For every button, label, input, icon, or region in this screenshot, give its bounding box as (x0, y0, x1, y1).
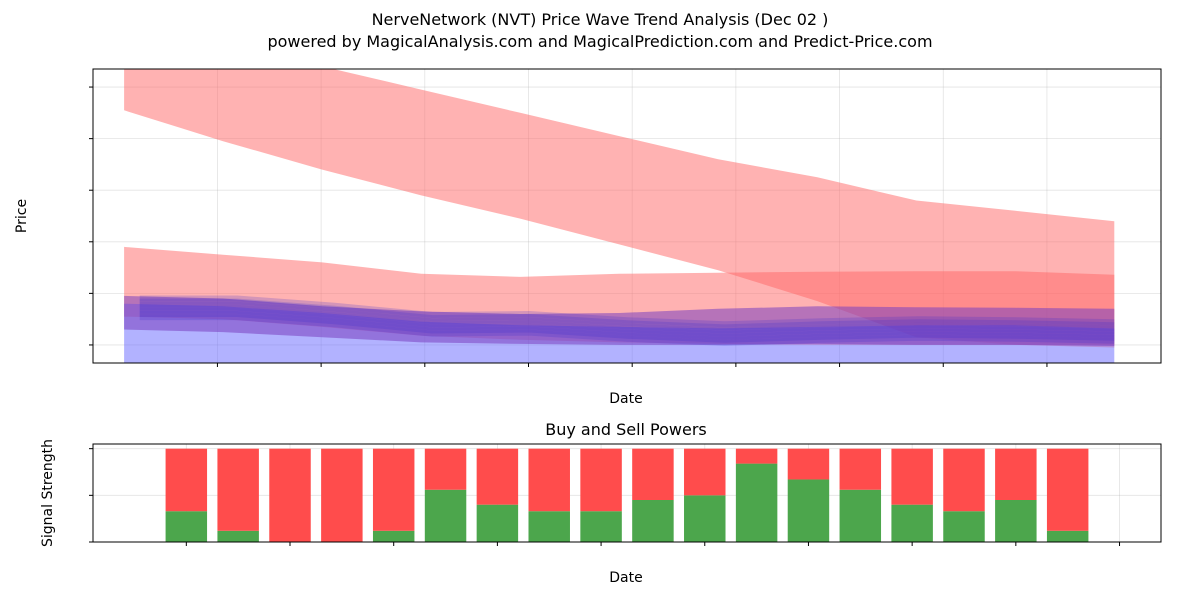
sell-power-bar (165, 448, 208, 512)
power-plot-frame (92, 443, 1162, 543)
price-wave-line (139, 311, 1115, 343)
buy-power-bar (735, 463, 778, 542)
sell-power-bar (321, 448, 363, 542)
buy-power-bar (424, 489, 467, 542)
sell-power-bar (1046, 448, 1089, 531)
price-wave-line (139, 307, 1115, 340)
price-wave-lines (139, 295, 1115, 346)
buy-power-bar (217, 530, 259, 542)
buy-power-bar (839, 489, 882, 542)
price-y-axis-label: Price (14, 199, 30, 233)
price-wave-line (139, 301, 1115, 334)
price-plot-frame (92, 68, 1162, 364)
power-chart-title: Buy and Sell Powers (545, 420, 707, 439)
sell-power-bar (580, 448, 622, 512)
buy-power-bar (891, 504, 933, 542)
power-x-axis-label: Date (609, 570, 642, 586)
sell-power-bar (995, 448, 1037, 500)
sell-power-bar (424, 448, 467, 490)
chart-title-line2: powered by MagicalAnalysis.com and Magic… (267, 32, 932, 51)
sell-power-bar (735, 448, 778, 464)
buy-power-bar (632, 500, 674, 542)
price-bands (124, 69, 1115, 363)
price-band-3 (124, 295, 1115, 346)
price-wave-line (139, 295, 1115, 328)
price-wave-line (139, 304, 1115, 337)
buy-power-bar (995, 500, 1037, 542)
buy-power-bar (580, 511, 622, 542)
price-x-ticks (216, 363, 1048, 367)
power-y-axis-label: Signal Strength (40, 439, 56, 547)
price-y-ticks (89, 86, 93, 346)
price-wave-line (139, 298, 1115, 331)
buy-power-bar (528, 511, 570, 542)
chart-title-line1: NerveNetwork (NVT) Price Wave Trend Anal… (372, 10, 829, 29)
sell-power-bar (476, 448, 519, 505)
buy-power-bar (372, 530, 415, 542)
sell-power-bar (839, 448, 882, 490)
price-x-axis-label: Date (609, 391, 642, 407)
buy-power-bar (476, 504, 519, 542)
buy-power-bar (1046, 530, 1089, 542)
price-chart: Date Price (14, 68, 1162, 407)
sell-power-bar (217, 448, 259, 531)
buy-power-bar (943, 511, 985, 542)
sell-power-bar (891, 448, 933, 505)
sell-power-bar (372, 448, 415, 531)
sell-power-bar (269, 448, 311, 542)
sell-power-bar (684, 448, 726, 496)
buy-power-bar (684, 495, 726, 542)
sell-power-bar (943, 448, 985, 512)
power-bars (165, 448, 1089, 542)
power-x-ticks (185, 542, 1121, 546)
sell-power-bar (632, 448, 674, 500)
buy-power-bar (165, 511, 208, 542)
price-wave-line (139, 314, 1115, 346)
sell-power-bar (787, 448, 830, 480)
power-y-ticks (89, 448, 93, 543)
sell-power-bar (528, 448, 570, 512)
buy-power-bar (787, 479, 830, 542)
power-chart: Buy and Sell Powers Date Signal Strength (40, 420, 1162, 586)
